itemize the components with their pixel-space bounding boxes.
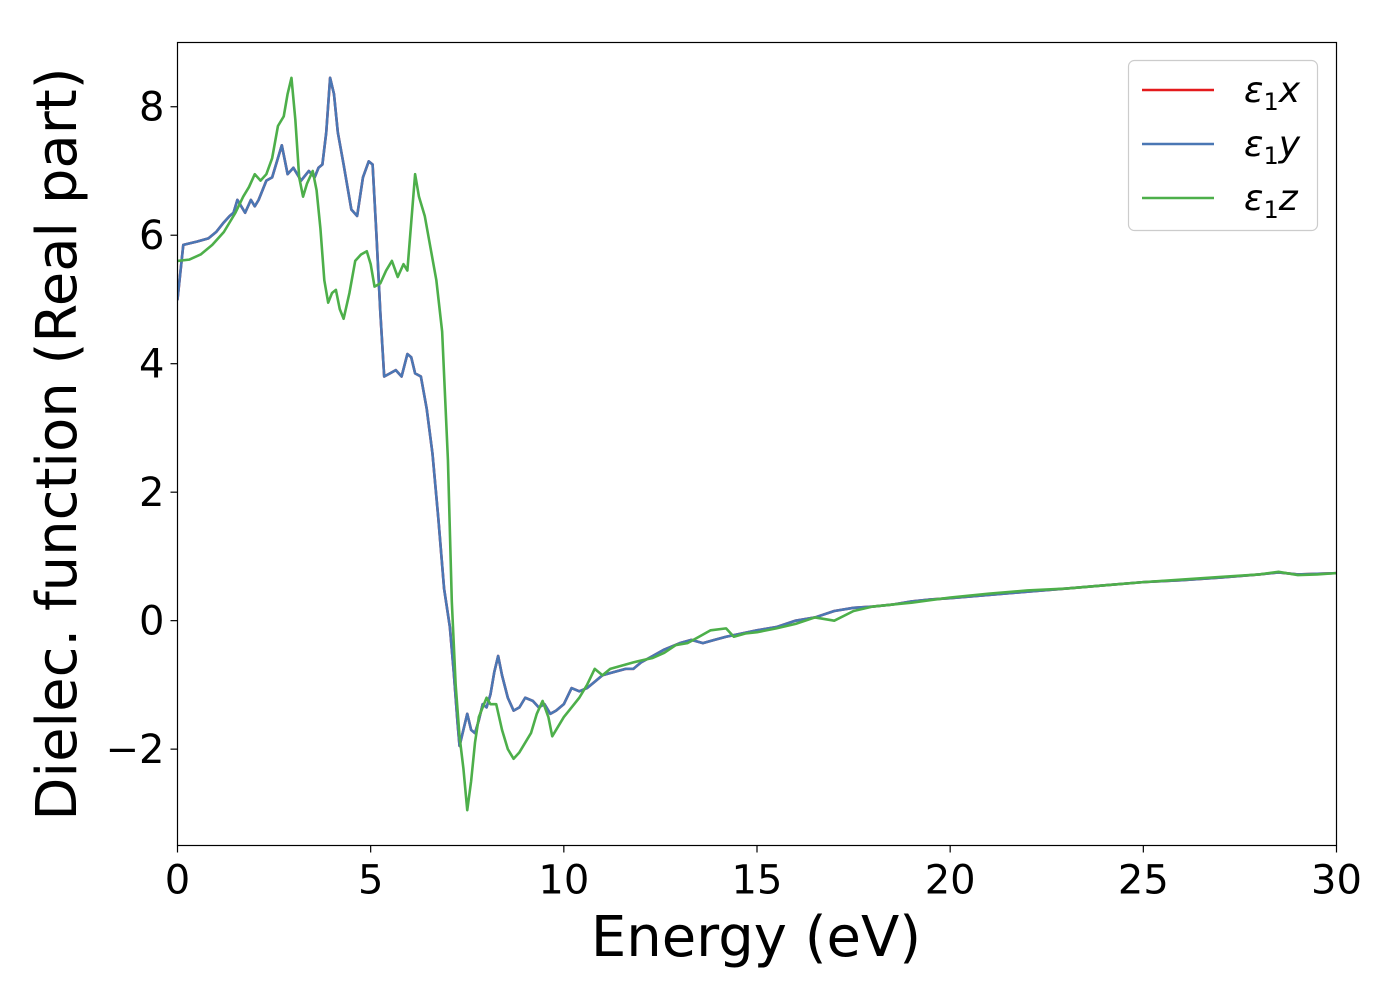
y-tick-label: 2 bbox=[139, 470, 164, 516]
y-tick-label: 4 bbox=[139, 342, 164, 388]
y-tick-label: 0 bbox=[139, 599, 164, 645]
x-tick-label: 15 bbox=[732, 858, 783, 904]
legend-box bbox=[1127, 59, 1319, 232]
y-tick-label: 8 bbox=[139, 85, 164, 131]
y-axis-title: Dielec. function (Real part) bbox=[25, 67, 90, 820]
legend-label-x: ε1x bbox=[1244, 70, 1301, 116]
y-tick-label: −2 bbox=[106, 727, 165, 773]
x-axis-ticks: 0 5 10 15 20 25 30 bbox=[165, 845, 1362, 904]
x-tick-label: 10 bbox=[538, 858, 589, 904]
series-line-z bbox=[177, 76, 1337, 812]
x-tick-label: 25 bbox=[1118, 858, 1169, 904]
x-axis-title: Energy (eV) bbox=[591, 905, 921, 970]
legend-items: ε1x ε1y ε1z bbox=[1142, 70, 1301, 224]
y-tick-label: 6 bbox=[139, 213, 164, 259]
x-tick-label: 0 bbox=[165, 858, 190, 904]
legend-label-z: ε1z bbox=[1244, 178, 1299, 224]
x-tick-label: 30 bbox=[1311, 858, 1362, 904]
legend: ε1x ε1y ε1z bbox=[1127, 59, 1319, 232]
x-tick-label: 5 bbox=[358, 858, 383, 904]
x-tick-label: 20 bbox=[925, 858, 976, 904]
series-layer bbox=[177, 76, 1337, 812]
y-axis-ticks: −2 0 2 4 6 8 bbox=[106, 85, 178, 773]
legend-label-y: ε1y bbox=[1244, 124, 1301, 170]
